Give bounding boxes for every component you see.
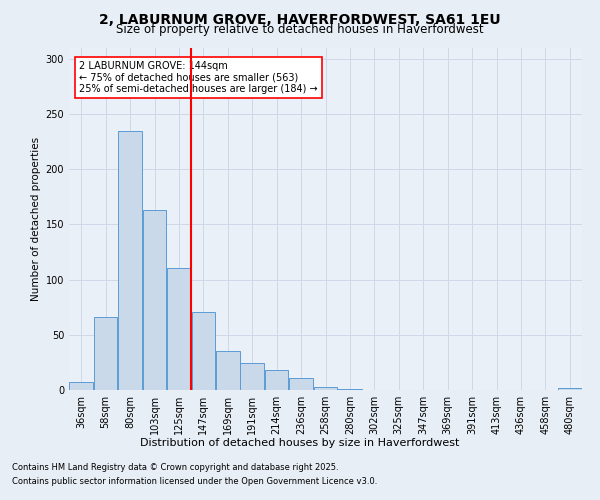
Bar (118, 132, 142, 390)
Bar (314, 386, 337, 390)
Text: Distribution of detached houses by size in Haverfordwest: Distribution of detached houses by size … (140, 438, 460, 448)
Bar (94, 317, 118, 390)
Text: Contains HM Land Registry data © Crown copyright and database right 2025.: Contains HM Land Registry data © Crown c… (12, 464, 338, 472)
Text: 2 LABURNUM GROVE: 144sqm
← 75% of detached houses are smaller (563)
25% of semi-: 2 LABURNUM GROVE: 144sqm ← 75% of detach… (79, 61, 318, 94)
Text: 2, LABURNUM GROVE, HAVERFORDWEST, SA61 1EU: 2, LABURNUM GROVE, HAVERFORDWEST, SA61 1… (99, 12, 501, 26)
Bar (265, 370, 289, 390)
Bar (191, 312, 215, 390)
Bar (216, 352, 239, 390)
Bar (338, 389, 362, 390)
Bar (143, 210, 166, 390)
Text: Contains public sector information licensed under the Open Government Licence v3: Contains public sector information licen… (12, 477, 377, 486)
Bar (289, 378, 313, 390)
Text: Size of property relative to detached houses in Haverfordwest: Size of property relative to detached ho… (116, 22, 484, 36)
Bar (70, 382, 93, 390)
Bar (241, 364, 264, 390)
Bar (167, 268, 191, 390)
Y-axis label: Number of detached properties: Number of detached properties (31, 136, 41, 301)
Bar (558, 388, 581, 390)
